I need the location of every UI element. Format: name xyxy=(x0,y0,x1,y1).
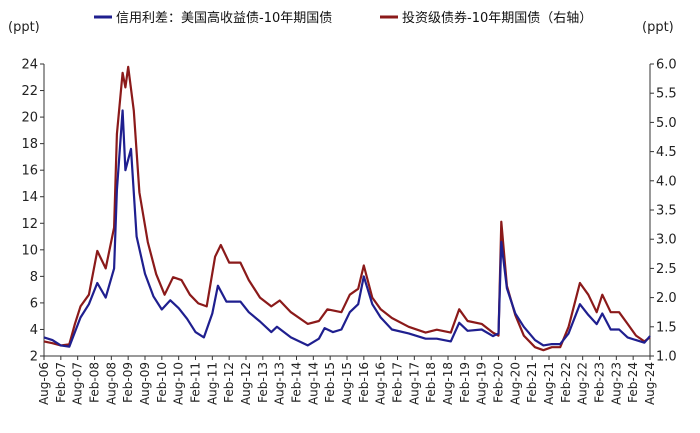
x-tick-label: Aug-17 xyxy=(407,362,421,405)
right-tick-label: 1.0 xyxy=(656,350,677,365)
right-tick-label: 4.0 xyxy=(656,174,677,189)
x-tick-label: Feb-09 xyxy=(121,362,135,403)
x-tick-label: Feb-16 xyxy=(357,362,371,403)
left-tick-label: 14 xyxy=(21,190,38,205)
left-tick-label: 10 xyxy=(21,243,38,258)
x-tick-label: Feb-17 xyxy=(391,362,405,403)
x-tick-label: Feb-14 xyxy=(290,362,304,403)
series-line-high-yield xyxy=(43,109,651,348)
right-tick-label: 2.0 xyxy=(656,291,677,306)
x-tick-label: Feb-22 xyxy=(559,362,573,403)
x-tick-label: Aug-08 xyxy=(104,362,118,405)
right-tick-label: 4.5 xyxy=(656,145,677,160)
right-tick-label: 1.5 xyxy=(656,320,677,335)
left-tick-label: 6 xyxy=(30,296,38,311)
x-tick-label: Aug-24 xyxy=(643,362,657,405)
x-tick-label: Feb-19 xyxy=(458,362,472,403)
left-tick-label: 2 xyxy=(30,350,38,365)
x-tick-label: Aug-18 xyxy=(441,362,455,405)
legend-label-high-yield: 信用利差：美国高收益债-10年期国债 xyxy=(116,10,332,26)
left-tick-label: 24 xyxy=(21,58,38,73)
x-tick-label: Aug-20 xyxy=(508,362,522,405)
x-tick-label: Feb-12 xyxy=(222,362,236,403)
x-tick-label: Aug-09 xyxy=(138,362,152,405)
x-tick-label: Feb-18 xyxy=(424,362,438,403)
x-tick-label: Aug-06 xyxy=(37,362,51,405)
axes: 246810121416182022241.01.52.02.53.03.54.… xyxy=(21,58,676,406)
x-tick-label: Feb-11 xyxy=(189,362,203,403)
x-tick-label: Feb-24 xyxy=(626,362,640,403)
legend: 信用利差：美国高收益债-10年期国债 投资级债券-10年期国债（右轴） xyxy=(94,10,592,26)
x-tick-label: Aug-10 xyxy=(172,362,186,405)
x-tick-label: Feb-21 xyxy=(525,362,539,403)
right-tick-label: 2.5 xyxy=(656,262,677,277)
x-tick-label: Aug-11 xyxy=(205,362,219,405)
x-tick-label: Aug-12 xyxy=(239,362,253,405)
x-tick-label: Aug-16 xyxy=(374,362,388,405)
left-tick-label: 12 xyxy=(21,217,38,232)
x-tick-label: Aug-19 xyxy=(475,362,489,405)
x-tick-label: Feb-23 xyxy=(593,362,607,403)
right-tick-label: 3.5 xyxy=(656,204,677,219)
x-tick-label: Feb-20 xyxy=(492,362,506,403)
x-tick-label: Feb-15 xyxy=(323,362,337,403)
left-tick-label: 18 xyxy=(21,137,38,152)
x-tick-label: Feb-13 xyxy=(256,362,270,403)
left-tick-label: 20 xyxy=(21,111,38,126)
left-tick-label: 8 xyxy=(30,270,38,285)
x-tick-label: Feb-10 xyxy=(155,362,169,403)
x-tick-label: Aug-15 xyxy=(340,362,354,405)
left-axis-unit: (ppt) xyxy=(8,20,40,35)
x-tick-label: Feb-08 xyxy=(88,362,102,403)
series-layer xyxy=(43,65,651,352)
right-tick-label: 5.0 xyxy=(656,116,677,131)
x-tick-label: Aug-13 xyxy=(273,362,287,405)
left-tick-label: 22 xyxy=(21,84,38,99)
right-axis-unit: (ppt) xyxy=(642,20,674,35)
series-line-investment-grade xyxy=(43,65,651,352)
x-tick-label: Feb-07 xyxy=(54,362,68,403)
right-tick-label: 5.5 xyxy=(656,87,677,102)
x-tick-label: Aug-14 xyxy=(306,362,320,405)
x-tick-label: Aug-21 xyxy=(542,362,556,405)
right-tick-label: 6.0 xyxy=(656,58,677,73)
x-tick-label: Aug-07 xyxy=(71,362,85,405)
right-tick-label: 3.0 xyxy=(656,233,677,248)
left-tick-label: 4 xyxy=(30,323,38,338)
x-tick-label: Aug-22 xyxy=(576,362,590,405)
x-tick-label: Aug-23 xyxy=(609,362,623,405)
legend-label-investment-grade: 投资级债券-10年期国债（右轴） xyxy=(402,10,592,26)
left-tick-label: 16 xyxy=(21,164,38,179)
